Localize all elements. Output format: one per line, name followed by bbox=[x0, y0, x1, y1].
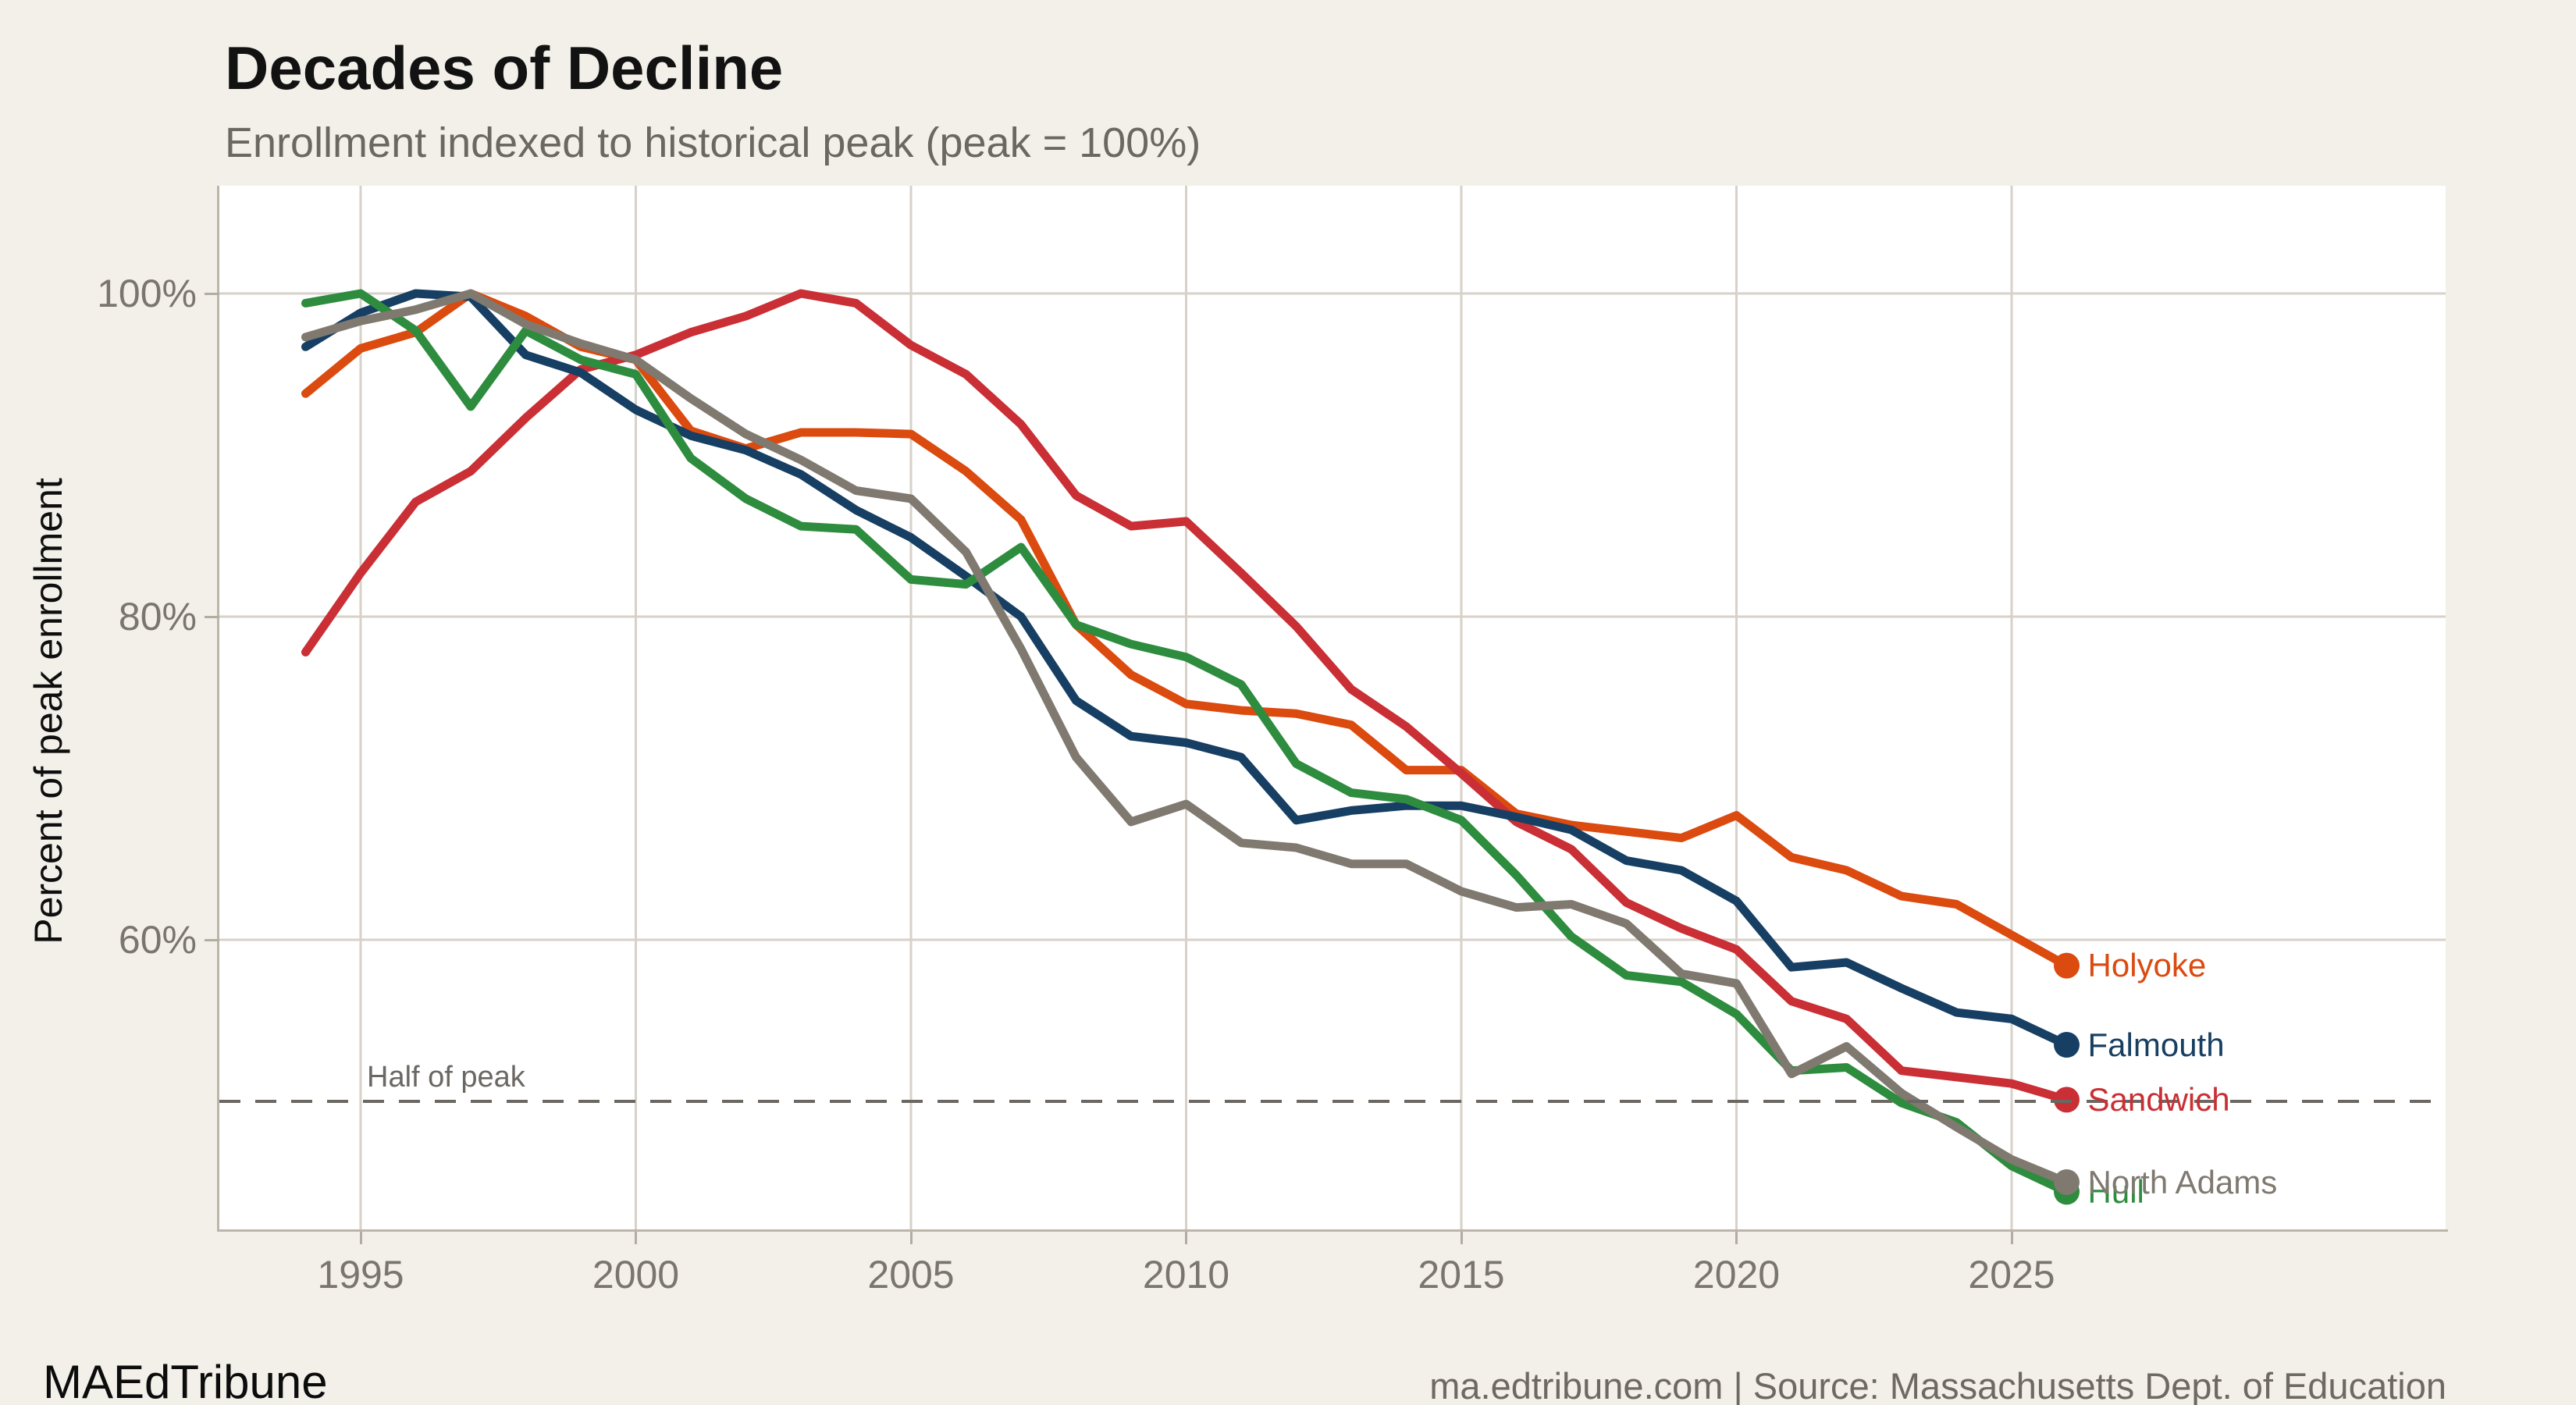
half-of-peak-annotation: Half of peak bbox=[367, 1061, 525, 1094]
series-endpoint-falmouth bbox=[2054, 1032, 2080, 1058]
y-tick-mark-80 bbox=[205, 615, 219, 618]
chart-canvas bbox=[219, 186, 2446, 1229]
x-tick-mark-2025 bbox=[2010, 1232, 2013, 1244]
series-label-falmouth: Falmouth bbox=[2087, 1026, 2225, 1063]
series-endpoint-holyoke bbox=[2054, 952, 2080, 979]
x-tick-mark-2010 bbox=[1185, 1232, 1187, 1244]
series-label-holyoke: Holyoke bbox=[2087, 947, 2207, 984]
series-endpoint-north-adams bbox=[2054, 1169, 2080, 1195]
y-tick-label-60: 60% bbox=[118, 918, 197, 962]
x-tick-mark-2015 bbox=[1460, 1232, 1463, 1244]
y-tick-label-100: 100% bbox=[97, 272, 197, 315]
series-line-falmouth bbox=[301, 289, 2071, 1049]
y-tick-mark-60 bbox=[205, 938, 219, 941]
x-tick-mark-2005 bbox=[909, 1232, 913, 1244]
series-label-north-adams: North Adams bbox=[2087, 1163, 2278, 1200]
x-tick-label-2025: 2025 bbox=[1968, 1253, 2055, 1297]
footer-source: ma.edtribune.com | Source: Massachusetts… bbox=[1429, 1365, 2446, 1405]
x-axis-spine bbox=[217, 1229, 2448, 1232]
series-endpoint-sandwich bbox=[2054, 1087, 2080, 1113]
series-line-north-adams bbox=[301, 289, 2071, 1186]
footer-brand: MAEdTribune bbox=[43, 1356, 328, 1405]
x-tick-label-2015: 2015 bbox=[1418, 1253, 1505, 1297]
series-label-sandwich: Sandwich bbox=[2087, 1080, 2230, 1118]
x-tick-label-2020: 2020 bbox=[1692, 1253, 1781, 1297]
page-subtitle: Enrollment indexed to historical peak (p… bbox=[225, 119, 1201, 166]
page-title: Decades of Decline bbox=[225, 34, 784, 102]
plot-panel bbox=[219, 186, 2446, 1229]
y-tick-mark-100 bbox=[205, 292, 219, 295]
x-tick-label-2000: 2000 bbox=[592, 1253, 680, 1297]
series-label-hull: Hull bbox=[2087, 1172, 2144, 1210]
x-tick-label-1995: 1995 bbox=[317, 1253, 404, 1297]
x-tick-mark-2000 bbox=[635, 1232, 637, 1244]
x-tick-label-2010: 2010 bbox=[1142, 1253, 1230, 1297]
y-tick-label-80: 80% bbox=[118, 595, 197, 638]
x-tick-mark-1995 bbox=[359, 1232, 362, 1244]
y-axis-spine bbox=[217, 186, 219, 1232]
x-tick-label-2005: 2005 bbox=[867, 1253, 955, 1297]
x-tick-mark-2020 bbox=[1735, 1232, 1738, 1244]
